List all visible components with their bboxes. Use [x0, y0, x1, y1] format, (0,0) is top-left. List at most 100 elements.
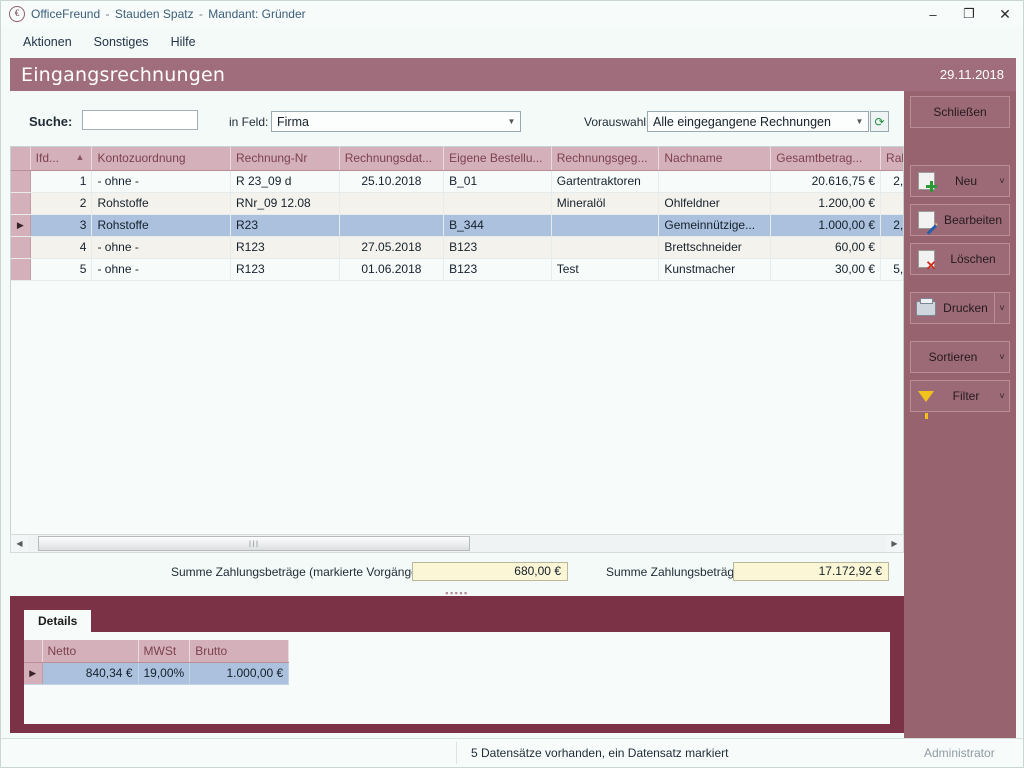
details-table: Netto MWSt Brutto ▶ 840,34 € 19,00% 1.00… — [24, 640, 290, 685]
menu-item-sonstiges[interactable]: Sonstiges — [93, 35, 149, 49]
scroll-right-icon[interactable]: ▶ — [891, 539, 898, 548]
close-icon[interactable]: ✕ — [999, 5, 1011, 22]
row-indicator — [11, 236, 31, 259]
cell-rabatt: 5,00% — [880, 258, 903, 281]
table-body: 1 - ohne - R 23_09 d 25.10.2018 B_01 Gar… — [11, 170, 903, 281]
splitter-grip-icon: ▪▪▪▪▪ — [445, 587, 469, 598]
new-button[interactable]: Neu ˅ — [910, 165, 1010, 197]
edit-pencil-icon — [915, 209, 937, 235]
chevron-down-icon[interactable]: ˅ — [999, 352, 1005, 362]
scrollbar-thumb[interactable]: III — [38, 536, 470, 551]
search-input[interactable] — [82, 110, 198, 130]
funnel-icon — [915, 385, 937, 419]
cell-gegenstand: Test — [551, 258, 660, 281]
row-indicator — [11, 170, 31, 193]
cell-bestellung: B_01 — [443, 170, 552, 193]
edit-button[interactable]: Bearbeiten — [910, 204, 1010, 236]
cell-rechnung-nr: R23 — [230, 214, 340, 237]
sort-button[interactable]: Sortieren ˅ — [910, 341, 1010, 373]
cell-konto: - ohne - — [91, 170, 231, 193]
summary-total-label: Summe Zahlungsbeträge: — [606, 565, 745, 579]
sort-button-label: Sortieren — [928, 350, 978, 364]
column-header-eigene-bestellung[interactable]: Eigene Bestellu... — [443, 147, 552, 171]
cell-nachname: Brettschneider — [658, 236, 772, 259]
page-header-band: Eingangsrechnungen 29.11.2018 — [10, 58, 1016, 91]
details-header-row: Netto MWSt Brutto — [24, 640, 290, 663]
column-header-kontozuordnung[interactable]: Kontozuordnung — [91, 147, 231, 171]
details-row-indicator-current: ▶ — [24, 662, 43, 685]
panel-splitter[interactable]: ▪▪▪▪▪ — [10, 587, 904, 598]
field-label: in Feld: — [229, 115, 269, 129]
details-row[interactable]: ▶ 840,34 € 19,00% 1.000,00 € — [24, 662, 290, 685]
cell-rechnungsdatum: 27.05.2018 — [339, 236, 445, 259]
title-bar-text-group: € OfficeFreund - Stauden Spatz - Mandant… — [1, 6, 306, 22]
print-button-label: Drucken — [943, 301, 988, 315]
cell-lfd: 3 — [30, 214, 93, 237]
summary-marked-label: Summe Zahlungsbeträge (markierte Vorgäng… — [171, 565, 426, 579]
table-row[interactable]: 5 - ohne - R123 01.06.2018 B123 Test Kun… — [11, 258, 903, 281]
chevron-down-icon[interactable]: ˅ — [999, 176, 1005, 186]
table-row[interactable]: 1 - ohne - R 23_09 d 25.10.2018 B_01 Gar… — [11, 170, 903, 193]
column-header-rechnungsdatum[interactable]: Rechnungsdat... — [339, 147, 445, 171]
column-header-rechnungsgegenstand[interactable]: Rechnungsgeg... — [551, 147, 660, 171]
status-message: 5 Datensätze vorhanden, ein Datensatz ma… — [471, 746, 729, 760]
cell-gesamtbetrag: 30,00 € — [770, 258, 882, 281]
details-cell-netto: 840,34 € — [42, 662, 139, 685]
column-header-rechnung-nr[interactable]: Rechnung-Nr — [230, 147, 340, 171]
cell-bestellung — [443, 192, 552, 215]
table-header-row: Ifd... ▲ Kontozuordnung Rechnung-Nr Rech… — [11, 147, 903, 171]
scrollbar-track[interactable]: III — [28, 535, 886, 552]
summary-total-value: 17.172,92 € — [733, 562, 889, 581]
printer-icon — [915, 297, 937, 319]
page-title: Eingangsrechnungen — [21, 63, 226, 86]
column-header-gesamtbetrag[interactable]: Gesamtbetrag... — [770, 147, 882, 171]
details-column-header-brutto[interactable]: Brutto — [189, 640, 290, 663]
refresh-icon[interactable]: ⟳ — [870, 111, 889, 132]
table-row-selected[interactable]: ▶ 3 Rohstoffe R23 B_344 Gemeinnützige...… — [11, 214, 903, 237]
column-header-rabatt[interactable]: Rabatt — [880, 147, 903, 171]
menu-item-aktionen[interactable]: Aktionen — [23, 35, 72, 49]
status-divider — [456, 742, 457, 764]
menu-item-hilfe[interactable]: Hilfe — [170, 35, 196, 49]
window-title: OfficeFreund - Stauden Spatz - Mandant: … — [31, 7, 306, 21]
filter-button-label: Filter — [952, 389, 980, 403]
table-row[interactable]: 2 Rohstoffe RNr_09 12.08 Mineralöl Ohlfe… — [11, 192, 903, 215]
tab-details[interactable]: Details — [24, 610, 92, 632]
close-button-label: Schließen — [933, 105, 987, 119]
cell-gesamtbetrag: 1.200,00 € — [770, 192, 882, 215]
filter-button[interactable]: Filter ˅ — [910, 380, 1010, 419]
chevron-down-icon[interactable]: ˅ — [999, 391, 1005, 401]
minimize-icon[interactable]: – — [929, 6, 937, 22]
cell-gesamtbetrag: 1.000,00 € — [770, 214, 882, 237]
preselect-label: Vorauswahl: — [584, 115, 650, 129]
grid-horizontal-scrollbar[interactable]: ◀ III ▶ — [10, 534, 904, 553]
column-header-lfd[interactable]: Ifd... ▲ — [30, 147, 93, 171]
chevron-down-icon[interactable]: ▼ — [855, 117, 864, 126]
table-row[interactable]: 4 - ohne - R123 27.05.2018 B123 Brettsch… — [11, 236, 903, 259]
chevron-down-icon[interactable]: ▼ — [507, 117, 516, 126]
invoice-table: Ifd... ▲ Kontozuordnung Rechnung-Nr Rech… — [11, 147, 903, 281]
scroll-left-icon[interactable]: ◀ — [16, 539, 23, 548]
preselect-select[interactable]: Alle eingegangene Rechnungen ▼ — [647, 111, 869, 132]
cell-lfd: 5 — [30, 258, 93, 281]
column-header-nachname[interactable]: Nachname — [658, 147, 772, 171]
summary-marked-value: 680,00 € — [412, 562, 568, 581]
cell-konto: Rohstoffe — [91, 214, 231, 237]
cell-nachname: Gemeinnützige... — [658, 214, 772, 237]
details-column-header-mwst[interactable]: MWSt — [138, 640, 191, 663]
edit-button-label: Bearbeiten — [943, 213, 1003, 227]
menu-bar: Aktionen Sonstiges Hilfe — [1, 32, 196, 52]
cell-rechnungsdatum: 25.10.2018 — [339, 170, 445, 193]
details-column-header-netto[interactable]: Netto — [42, 640, 139, 663]
cell-rechnung-nr: R123 — [230, 236, 340, 259]
close-button[interactable]: Schließen — [910, 96, 1010, 128]
invoice-grid[interactable]: Ifd... ▲ Kontozuordnung Rechnung-Nr Rech… — [10, 146, 904, 546]
chevron-down-icon[interactable]: ˅ — [994, 293, 1009, 323]
cell-bestellung: B123 — [443, 258, 552, 281]
field-select[interactable]: Firma ▼ — [271, 111, 521, 132]
delete-button[interactable]: ✕ Löschen — [910, 243, 1010, 275]
cell-rabatt: 2,00% — [880, 214, 903, 237]
cell-rechnung-nr: R123 — [230, 258, 340, 281]
print-button[interactable]: Drucken ˅ — [910, 292, 1010, 324]
maximize-icon[interactable]: ❐ — [963, 6, 975, 21]
